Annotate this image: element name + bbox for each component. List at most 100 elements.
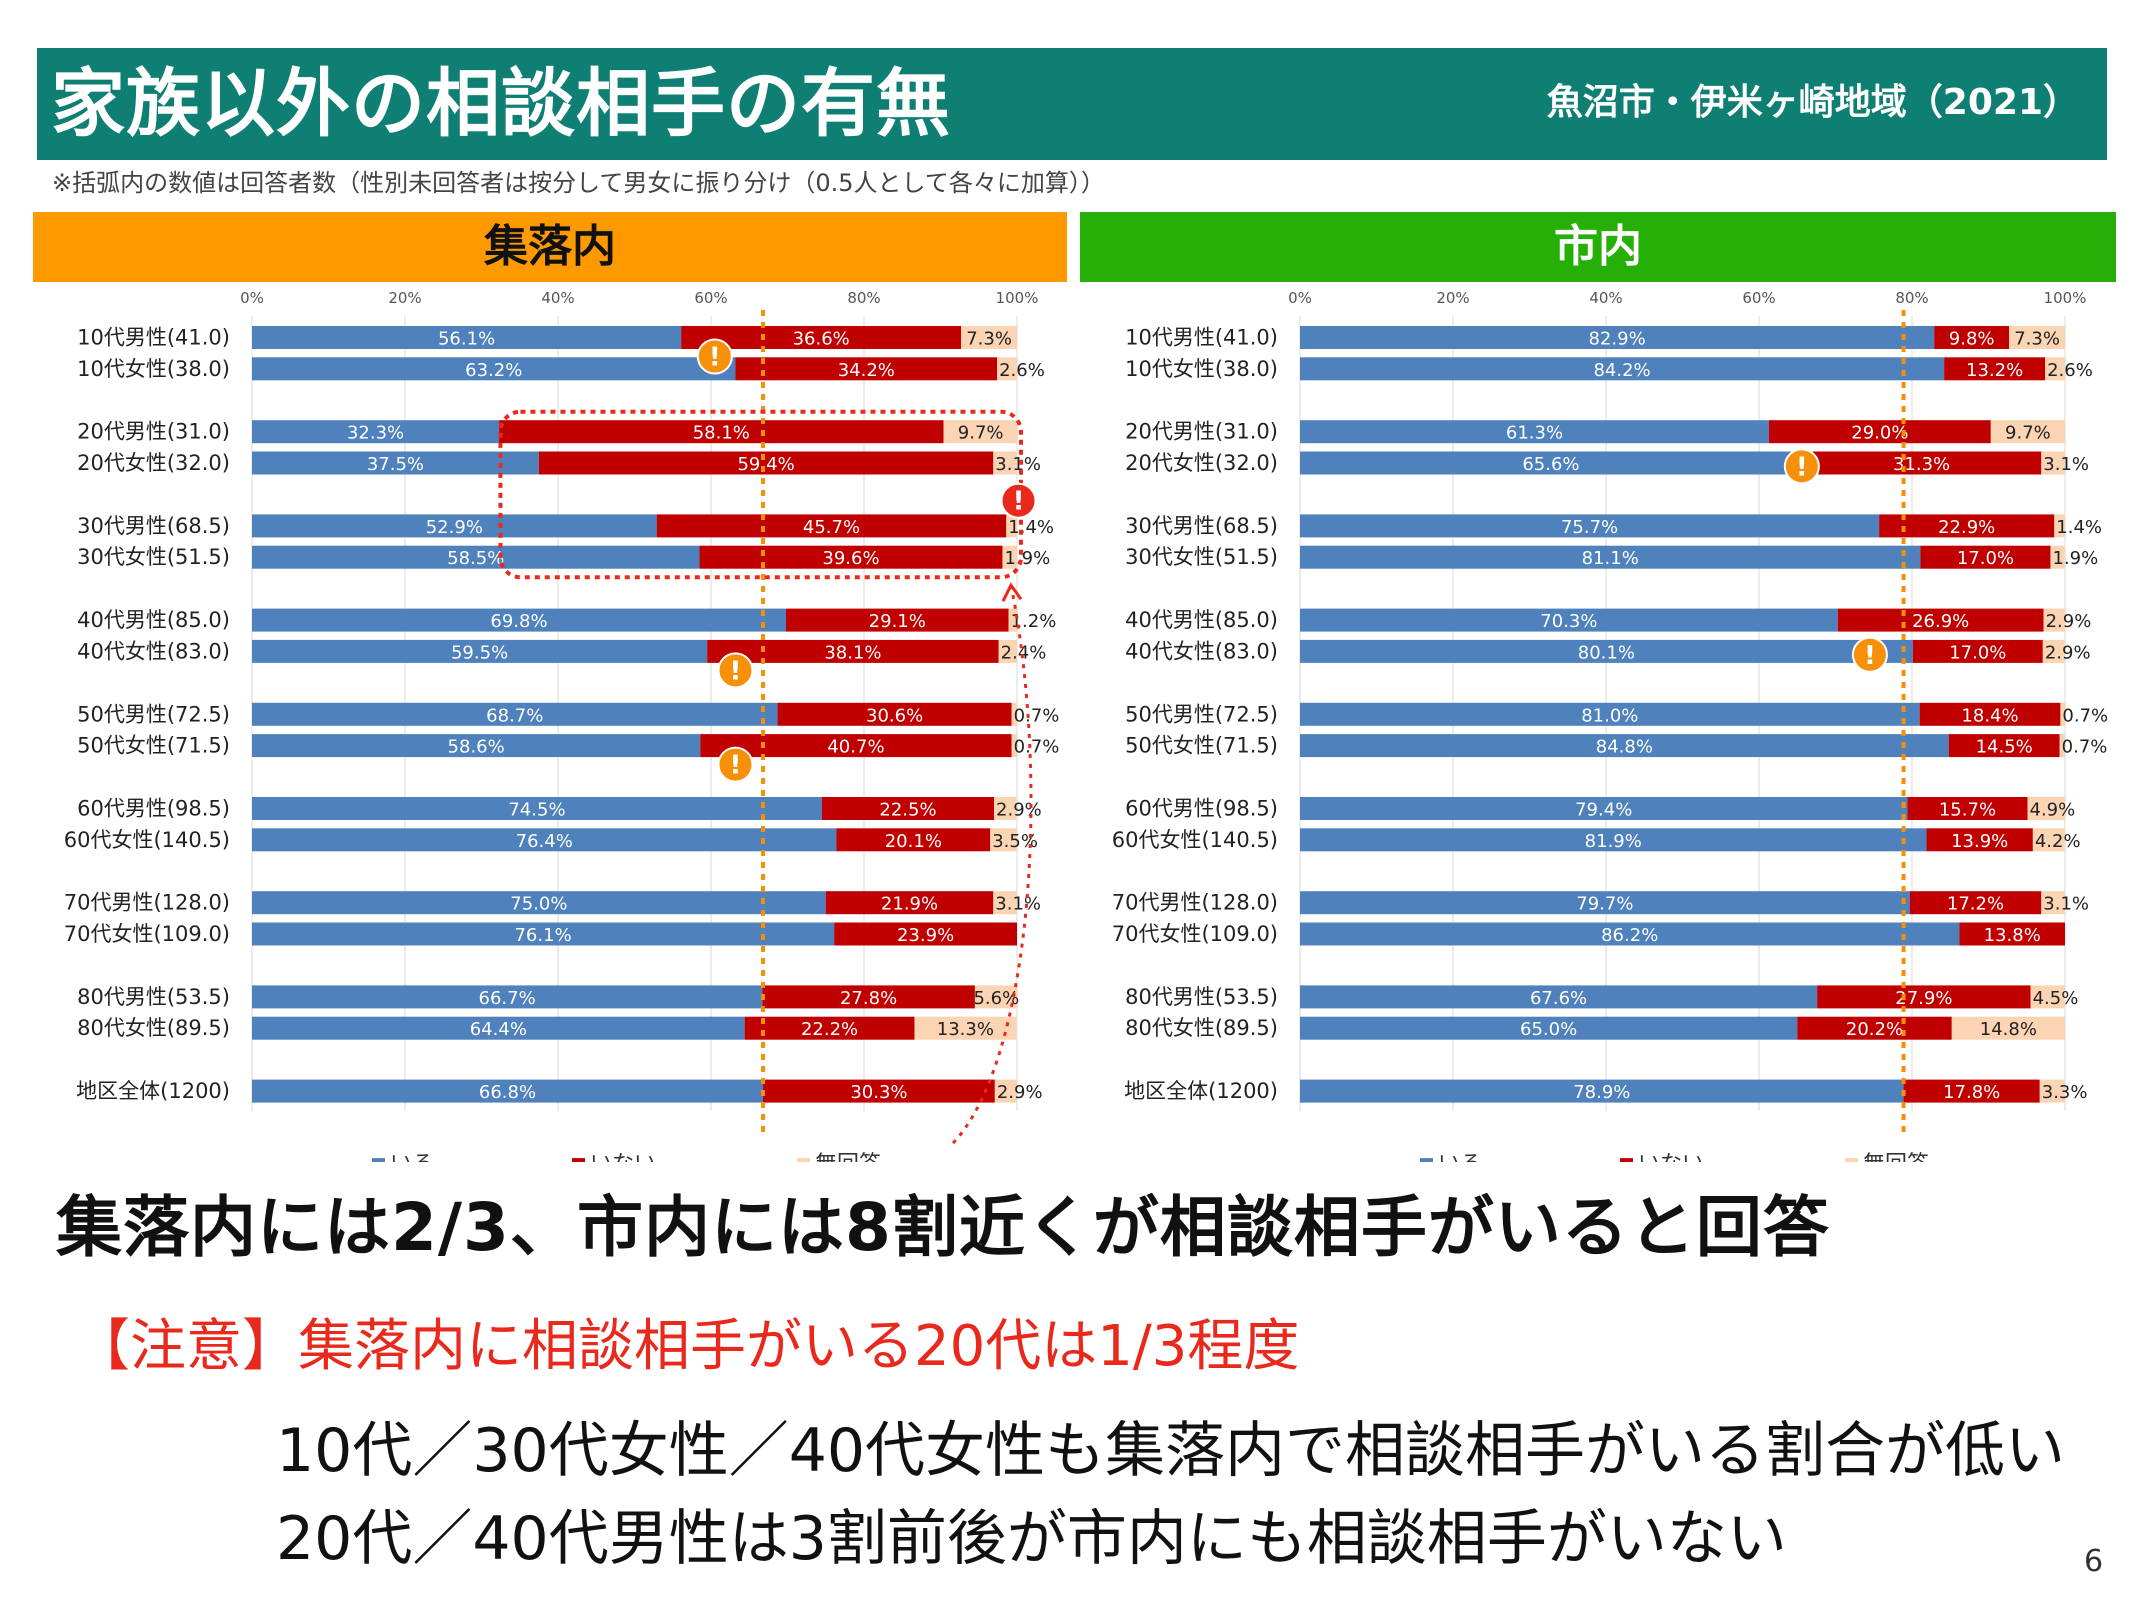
data-label: 58.1% [693, 423, 750, 444]
bar-segment-inai [1926, 828, 2033, 852]
legend-label: いない [1638, 1152, 1704, 1162]
legend-swatch [1845, 1158, 1858, 1162]
data-label: 58.6% [448, 737, 505, 758]
data-label: 3.3% [2042, 1082, 2088, 1103]
bar-segment-mukaito [2042, 639, 2065, 663]
bar-segment-inai [762, 985, 975, 1009]
data-label: 2.9% [996, 800, 1042, 821]
data-label: 17.0% [1957, 548, 2014, 569]
bar-segment-iru [1300, 451, 1802, 475]
bar-segment-inai [1909, 891, 2042, 915]
bar-segment-inai [700, 734, 1012, 758]
bar-segment-iru [1300, 545, 1921, 569]
data-label: 1.2% [1011, 611, 1057, 632]
data-label: 22.5% [879, 800, 936, 821]
bar-segment-mukaito [1002, 545, 1017, 569]
data-label: 29.1% [869, 611, 926, 632]
bar-segment-inai [1801, 451, 2042, 475]
warning-icon-glyph: ! [709, 343, 721, 373]
warning-icon [717, 746, 754, 783]
bar-segment-iru [252, 639, 708, 663]
bar-segment-iru [1300, 1016, 1798, 1040]
bar-segment-mukaito [2059, 734, 2065, 758]
data-label: 84.2% [1593, 360, 1650, 381]
warning-icon-glyph: ! [1864, 641, 1876, 671]
data-label: 15.7% [1939, 800, 1996, 821]
data-label: 80.1% [1578, 642, 1635, 663]
data-label: 66.8% [479, 1082, 536, 1103]
category-label: 20代男性(31.0) [77, 420, 230, 444]
data-label: 2.9% [997, 1082, 1043, 1103]
category-label: 80代女性(89.5) [1125, 1016, 1278, 1040]
bar-segment-iru [252, 545, 700, 569]
category-label: 50代男性(72.5) [77, 702, 230, 726]
data-label: 29.0% [1851, 423, 1908, 444]
data-label: 13.8% [1984, 925, 2041, 946]
category-label: 50代男性(72.5) [1125, 702, 1278, 726]
data-label: 17.2% [1947, 894, 2004, 915]
legend-swatch [797, 1158, 810, 1162]
category-label: 80代男性(53.5) [1125, 985, 1278, 1009]
warning-icon [1851, 636, 1888, 673]
data-label: 13.3% [937, 1019, 994, 1040]
bar-segment-mukaito [2039, 1079, 2065, 1103]
data-label: 82.9% [1588, 329, 1645, 350]
data-label: 23.9% [897, 925, 954, 946]
data-label: 4.5% [2033, 988, 2079, 1009]
bar-segment-mukaito [2045, 357, 2065, 381]
bar-segment-iru [252, 451, 539, 475]
bar-segment-mukaito [1011, 734, 1017, 758]
bar-segment-mukaito [961, 326, 1017, 349]
data-label: 1.4% [2056, 517, 2102, 538]
bar-segment-iru [1300, 985, 1818, 1009]
category-label: 40代女性(83.0) [77, 639, 230, 663]
bar-segment-inai [1797, 1016, 1952, 1040]
bar-segment-inai [1934, 326, 2010, 349]
data-label: 0.7% [2062, 705, 2108, 726]
data-label: 81.0% [1581, 705, 1638, 726]
finding-line-1: 10代／30代女性／40代女性も集落内で相談相手がいる割合が低い [276, 1416, 2066, 1486]
data-label: 1.9% [2052, 548, 2098, 569]
data-label: 70.3% [1540, 611, 1597, 632]
settlement-chart-svg: 0% 20% 40% 60% 80% 100% 10代男性(41.0) 56.1% 36.6% 7… [64, 289, 1059, 1162]
category-label: 40代女性(83.0) [1125, 639, 1278, 663]
category-label: 50代女性(71.5) [1125, 734, 1278, 758]
data-label: 4.9% [2030, 800, 2076, 821]
bar-segment-mukaito [1008, 608, 1018, 632]
bar-segment-iru [252, 891, 826, 915]
category-label: 60代女性(140.5) [64, 828, 230, 852]
bar-segment-iru [252, 514, 657, 538]
data-label: 63.2% [465, 360, 522, 381]
legend-label: 無回答 [1863, 1152, 1929, 1162]
category-label: 70代男性(128.0) [64, 891, 230, 915]
data-label: 3.1% [2043, 454, 2089, 475]
category-label: 80代男性(53.5) [77, 985, 230, 1009]
bar-segment-inai [1944, 357, 2046, 381]
bar-segment-inai [499, 420, 944, 444]
data-label: 65.6% [1522, 454, 1579, 475]
data-label: 2.9% [2046, 611, 2092, 632]
data-label: 58.5% [447, 548, 504, 569]
bar-segment-mukaito [2041, 891, 2065, 915]
data-label: 38.1% [824, 642, 881, 663]
bar-segment-mukaito [2050, 545, 2065, 569]
legend-label: 無回答 [815, 1152, 881, 1162]
bar-segment-iru [252, 1016, 745, 1040]
bar-segment-mukaito [994, 1079, 1017, 1103]
category-label: 70代男性(128.0) [1112, 891, 1278, 915]
bar-segment-inai [763, 1079, 995, 1103]
bar-segment-mukaito [2009, 326, 2065, 349]
category-label: 地区全体(1200) [76, 1079, 230, 1103]
bar-segment-mukaito [997, 357, 1017, 381]
bar-segment-inai [1879, 514, 2055, 538]
legend-label: いない [590, 1152, 656, 1162]
category-label: 30代女性(51.5) [77, 545, 230, 569]
bar-segment-inai [785, 608, 1009, 632]
data-label: 86.2% [1601, 925, 1658, 946]
data-label: 13.2% [1966, 360, 2023, 381]
bar-segment-iru [252, 1079, 764, 1103]
data-label: 75.0% [510, 894, 567, 915]
x-tick-label: 60% [694, 289, 727, 307]
legend-swatch [1620, 1158, 1633, 1162]
data-label: 45.7% [803, 517, 860, 538]
